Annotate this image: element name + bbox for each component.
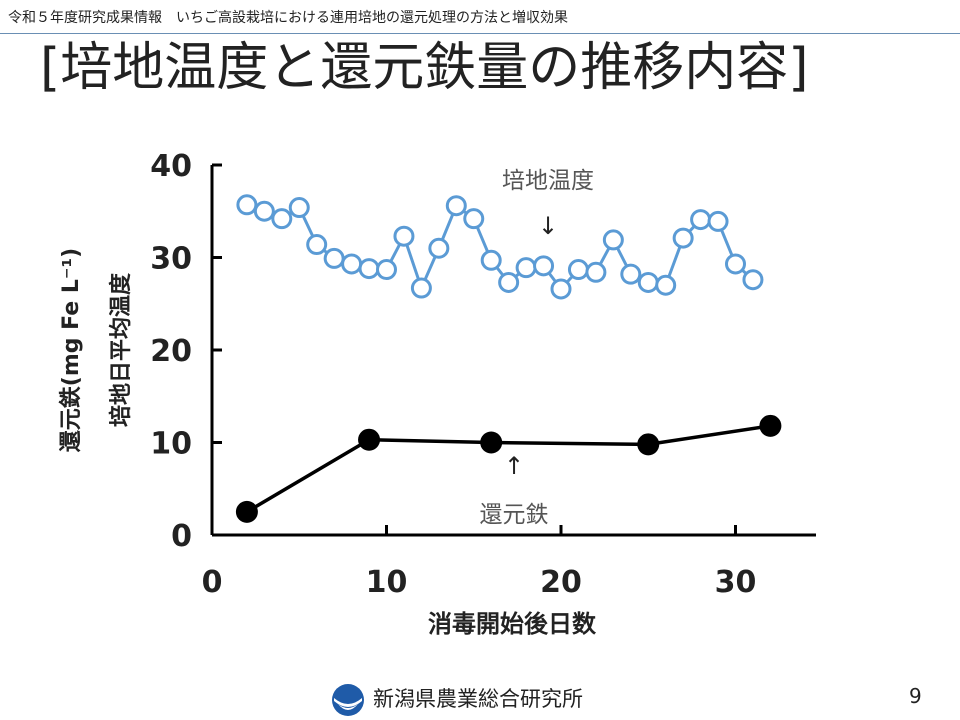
iron-point <box>759 414 782 437</box>
temperature-point <box>445 195 467 217</box>
x-tick-label: 30 <box>715 565 757 600</box>
y-tick-label: 20 <box>150 334 192 369</box>
temperature-point <box>236 194 258 216</box>
temperature-point <box>376 259 397 281</box>
page-number: 9 <box>909 684 922 708</box>
temperature-point <box>271 208 293 230</box>
temperature-point <box>585 261 607 283</box>
temperature-point <box>533 255 555 277</box>
temperature-point <box>463 208 485 230</box>
x-tick-label: 0 <box>202 565 223 600</box>
temperature-point <box>725 253 746 275</box>
iron-point <box>480 431 503 454</box>
iron-point <box>358 428 381 451</box>
iron-point <box>235 500 258 523</box>
temperature-point <box>393 225 415 247</box>
temperature-point <box>550 278 572 300</box>
y-tick-label: 40 <box>150 149 192 184</box>
x-tick-label: 20 <box>540 565 582 600</box>
temperature-point <box>620 263 642 285</box>
annotation-temperature: 培地温度 ↓ <box>502 168 594 240</box>
temperature-point <box>655 274 677 296</box>
temperature-point <box>690 209 712 231</box>
temperature-point <box>288 197 310 219</box>
temperature-point <box>341 253 363 275</box>
temperature-point <box>480 249 502 271</box>
temperature-point <box>707 210 729 232</box>
x-axis-label: 消毒開始後日数 <box>428 610 597 638</box>
annotation-temperature-label: 培地温度 <box>502 168 594 194</box>
annotation-iron-label: 還元鉄 <box>480 502 549 528</box>
footer-organization: 新潟県農業総合研究所 <box>373 687 583 711</box>
temperature-point <box>498 271 520 293</box>
temperature-point <box>672 227 694 249</box>
iron-point <box>637 433 660 456</box>
temperature-point <box>410 277 432 299</box>
temperature-point <box>323 247 345 269</box>
institute-logo-icon <box>332 684 364 716</box>
header-text: 令和５年度研究成果情報 いちご高設栽培における連用培地の還元処理の方法と増収効果 <box>8 10 568 26</box>
temperature-point <box>742 269 764 291</box>
y-axis-label-iron: 還元鉄(mg Fe L⁻¹) <box>58 248 84 452</box>
annotation-iron-arrow: ↑ <box>504 452 524 480</box>
y-tick-label: 10 <box>150 427 192 462</box>
annotation-iron: ↑ 還元鉄 <box>480 452 549 528</box>
y-axis-label-temperature: 培地日平均温度 <box>108 272 134 427</box>
y-tick-label: 30 <box>150 242 192 277</box>
temperature-point <box>306 234 328 256</box>
y-tick-label: 0 <box>171 519 192 554</box>
temperature-point <box>253 200 275 222</box>
temperature-point <box>637 271 659 293</box>
slide-title: [培地温度と還元鉄量の推移内容] <box>40 38 809 98</box>
plot-area: 0 10 20 30 40 0 10 20 30 <box>150 149 816 600</box>
temperature-point <box>567 259 589 281</box>
temperature-point <box>428 237 450 259</box>
temperature-point <box>602 229 624 251</box>
temperature-point <box>515 257 537 279</box>
annotation-temperature-arrow: ↓ <box>538 212 558 240</box>
header-divider <box>0 33 960 34</box>
x-tick-label: 10 <box>366 565 408 600</box>
temperature-point <box>358 258 380 280</box>
